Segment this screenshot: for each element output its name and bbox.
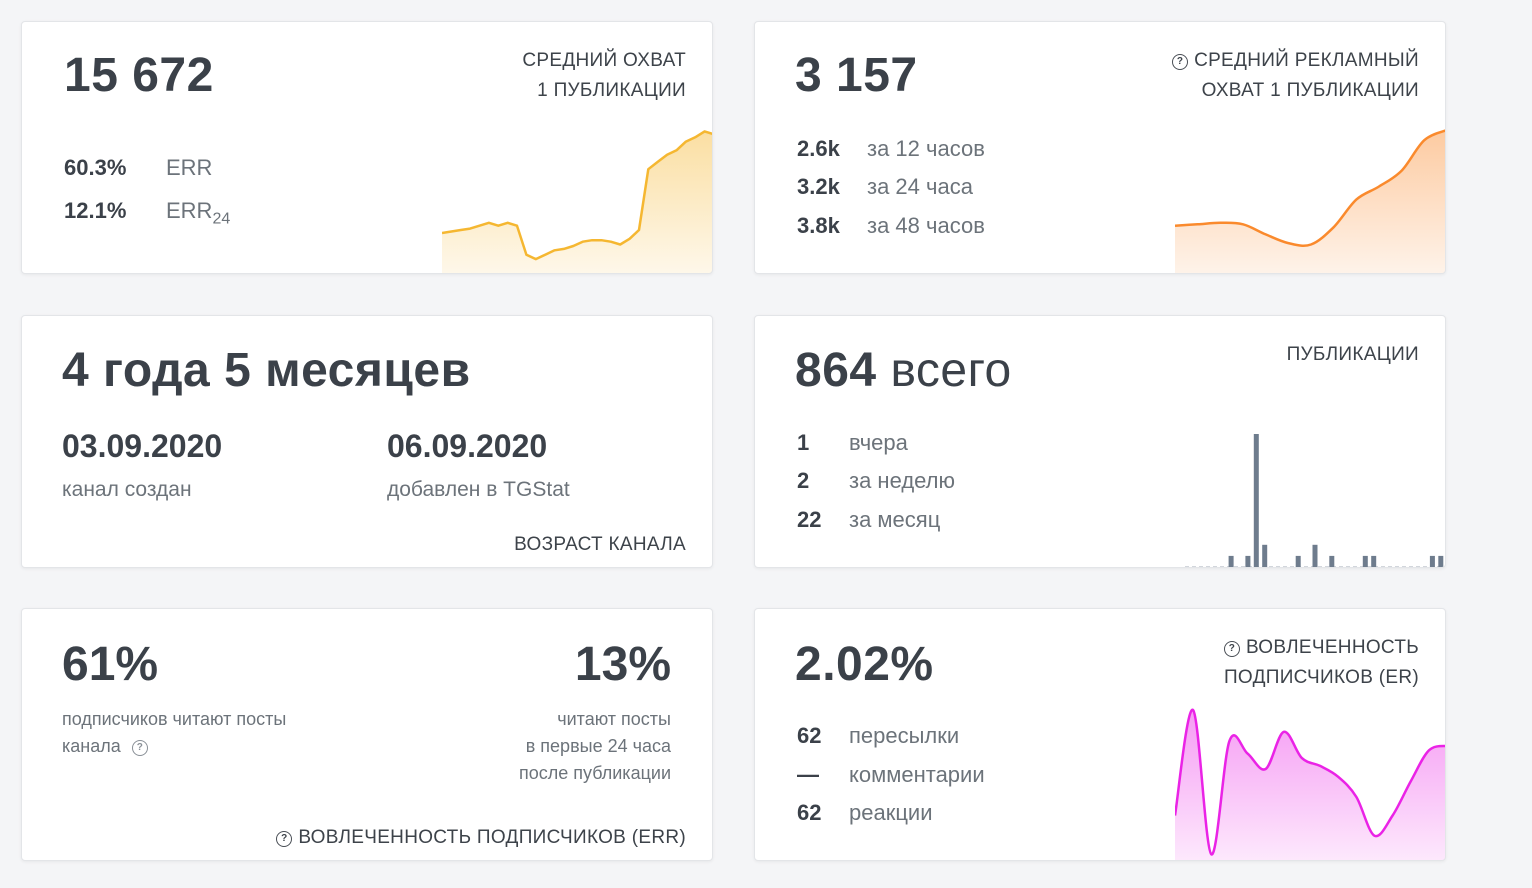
added-label: добавлен в TGStat xyxy=(387,478,570,501)
sparkline-area xyxy=(442,131,712,273)
ad-reach-12h-row: 2.6k за 12 часов xyxy=(797,136,985,161)
er-label: ? ВОВЛЕЧЕННОСТЬ ПОДПИСЧИКОВ (ER) xyxy=(1223,637,1419,688)
created-label: канал создан xyxy=(62,478,192,501)
publications-bar xyxy=(1245,555,1251,567)
average-ad-reach-value: 3 157 xyxy=(795,49,918,102)
reactions-row: 62 реакции xyxy=(797,800,933,825)
channel-age-card: 4 года 5 месяцев 03.09.2020 канал создан… xyxy=(21,315,713,568)
err-label: ? ВОВЛЕЧЕННОСТЬ ПОДПИСЧИКОВ (ERR) xyxy=(276,823,686,853)
publications-label: ПУБЛИКАЦИИ xyxy=(1286,344,1419,365)
comments-row: — комментарии xyxy=(797,762,985,787)
err24-stat-row: 12.1% ERR24 xyxy=(64,198,231,228)
readers-24h-description: читают посты в первые 24 часа после публ… xyxy=(519,709,671,783)
average-reach-value: 15 672 xyxy=(64,49,214,102)
publications-card: 864 всего ПУБЛИКАЦИИ 1 вчера 2 за неделю 2… xyxy=(754,315,1446,568)
readers-percent: 61% xyxy=(62,638,159,691)
ad-reach-48h-row: 3.8k за 48 часов xyxy=(797,213,985,238)
help-icon[interactable]: ? xyxy=(1223,641,1240,657)
average-ad-reach-label: ? СРЕДНИЙ РЕКЛАМНЫЙ ОХВАТ 1 ПУБЛИКАЦИИ xyxy=(1172,46,1419,106)
publications-bar xyxy=(1253,434,1259,567)
publications-total: 864 всего xyxy=(795,344,1012,397)
posts-week-row: 2 за неделю xyxy=(797,468,956,493)
average-reach-card: 15 672 СРЕДНИЙ ОХВАТ 1 ПУБЛИКАЦИИ 60.3% E… xyxy=(21,21,713,274)
help-icon[interactable]: ? xyxy=(276,831,293,847)
publications-bar xyxy=(1371,555,1377,567)
ad-reach-sparkline xyxy=(1175,129,1445,273)
err-stat-row: 60.3% ERR xyxy=(64,155,213,180)
sparkline-line xyxy=(442,130,712,261)
err-card: 61% подписчиков читают посты канала ? 13… xyxy=(21,608,713,861)
sparkline-line xyxy=(1175,129,1445,247)
added-date: 06.09.2020 xyxy=(387,428,548,464)
channel-age-label: ВОЗРАСТ КАНАЛА xyxy=(514,534,686,555)
forwards-row: 62 пересылки xyxy=(797,723,960,748)
publications-bar xyxy=(1228,555,1234,567)
readers-description: подписчиков читают посты канала ? xyxy=(62,709,287,756)
channel-age-value: 4 года 5 месяцев xyxy=(62,344,471,397)
er-value: 2.02% xyxy=(795,638,934,691)
average-reach-label: СРЕДНИЙ ОХВАТ 1 ПУБЛИКАЦИИ xyxy=(522,50,686,101)
publications-bar xyxy=(1262,544,1268,567)
publications-bar xyxy=(1329,555,1335,567)
sparkline-area xyxy=(1175,130,1445,273)
posts-yesterday-row: 1 вчера xyxy=(797,430,908,455)
readers-24h-percent: 13% xyxy=(574,638,671,691)
publications-bar xyxy=(1312,544,1318,567)
publications-bar xyxy=(1429,555,1435,567)
publications-bar xyxy=(1362,555,1368,567)
average-ad-reach-card: 3 157 ? СРЕДНИЙ РЕКЛАМНЫЙ ОХВАТ 1 ПУБЛИКА… xyxy=(754,21,1446,274)
ad-reach-24h-row: 3.2k за 24 часа xyxy=(797,174,973,199)
posts-month-row: 22 за месяц xyxy=(797,507,941,532)
help-icon[interactable]: ? xyxy=(131,740,148,756)
sparkline-line xyxy=(1175,708,1445,856)
publications-bar-chart xyxy=(1185,434,1445,567)
er-sparkline xyxy=(1175,708,1445,860)
help-icon[interactable]: ? xyxy=(1172,54,1189,70)
publications-bar xyxy=(1295,555,1301,567)
publications-bar xyxy=(1438,555,1444,567)
created-date: 03.09.2020 xyxy=(62,428,223,464)
er-card: 2.02% ? ВОВЛЕЧЕННОСТЬ ПОДПИСЧИКОВ (ER) 62… xyxy=(754,608,1446,861)
reach-sparkline xyxy=(442,130,712,273)
